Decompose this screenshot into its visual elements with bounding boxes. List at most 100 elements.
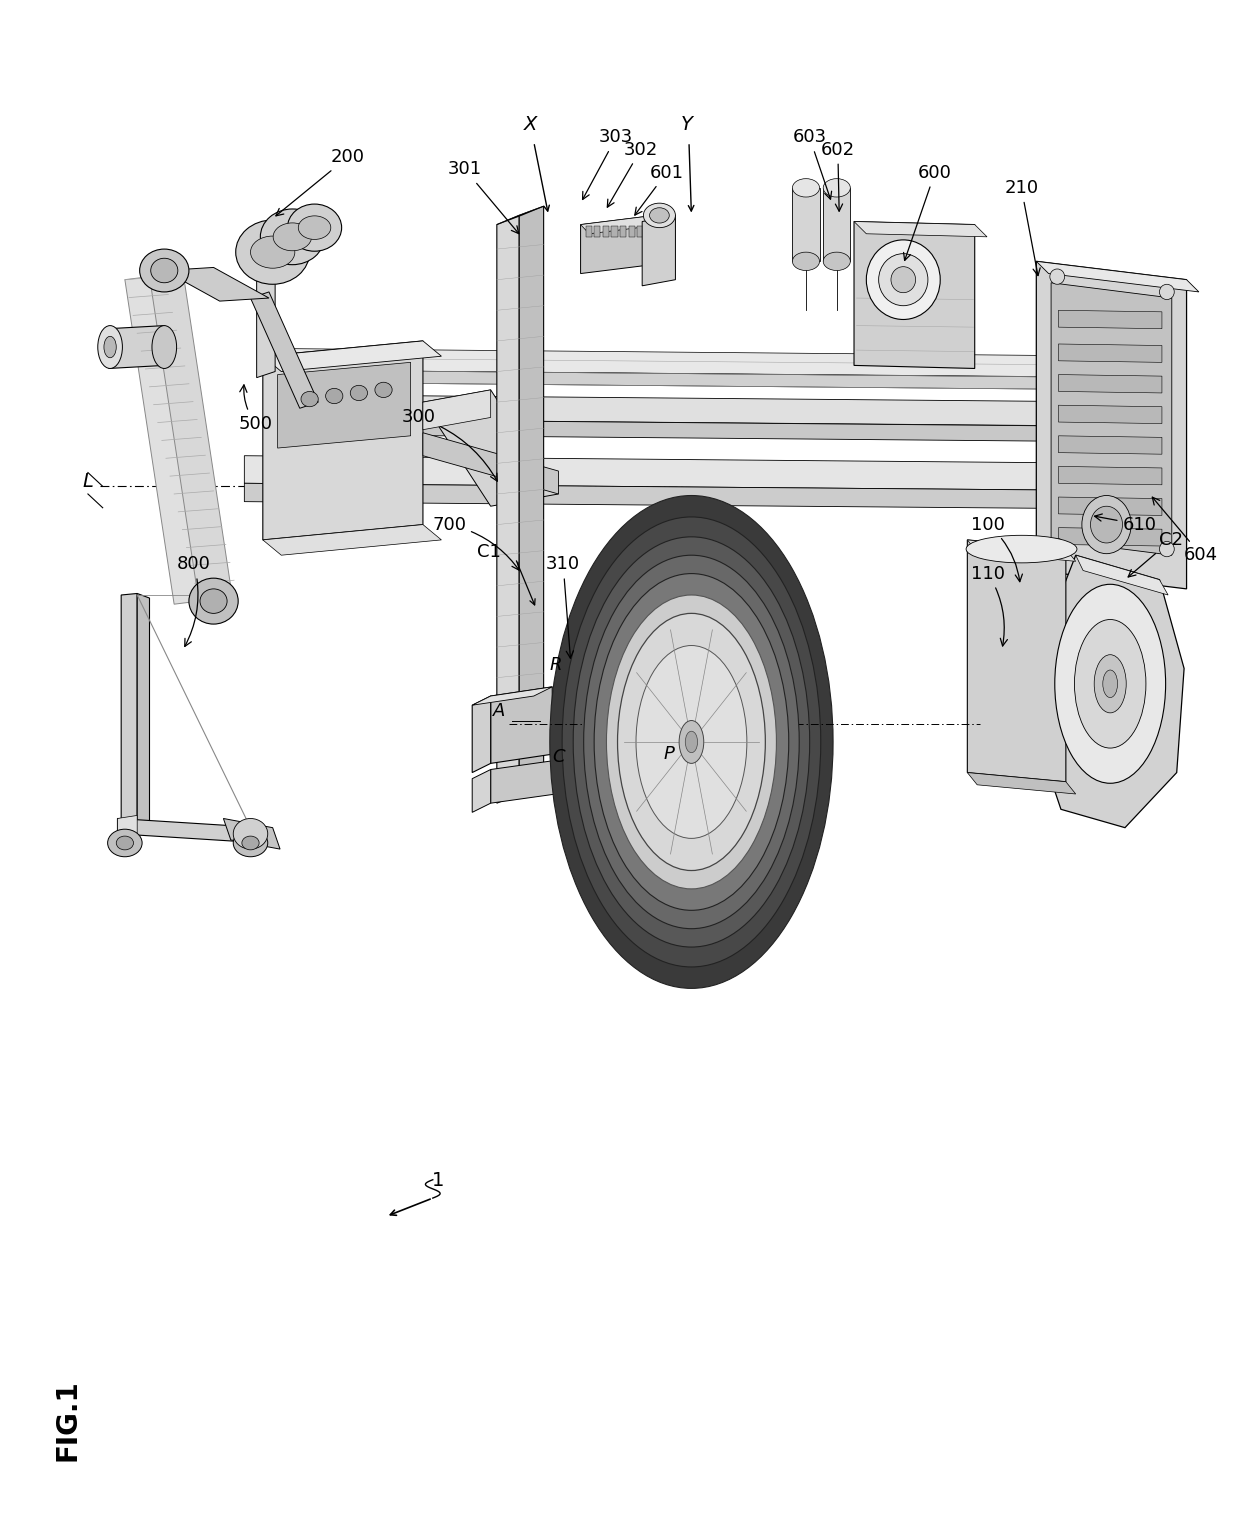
- Polygon shape: [423, 432, 558, 494]
- Polygon shape: [250, 292, 319, 408]
- Ellipse shape: [892, 266, 915, 292]
- Polygon shape: [263, 525, 441, 556]
- Polygon shape: [646, 226, 652, 237]
- Ellipse shape: [618, 614, 765, 871]
- Polygon shape: [278, 362, 410, 448]
- Ellipse shape: [1075, 620, 1146, 748]
- Polygon shape: [118, 819, 263, 843]
- Polygon shape: [1037, 556, 1184, 828]
- Polygon shape: [125, 277, 198, 605]
- Text: 110: 110: [971, 565, 1007, 646]
- Polygon shape: [854, 222, 987, 237]
- Text: 500: 500: [238, 385, 273, 432]
- Polygon shape: [146, 271, 232, 599]
- Text: 603: 603: [792, 128, 832, 199]
- Polygon shape: [122, 594, 138, 830]
- Ellipse shape: [792, 179, 820, 197]
- Ellipse shape: [686, 731, 698, 753]
- Ellipse shape: [879, 254, 928, 306]
- Ellipse shape: [117, 836, 134, 850]
- Polygon shape: [1059, 345, 1162, 362]
- Polygon shape: [520, 206, 543, 794]
- Polygon shape: [580, 215, 655, 274]
- Ellipse shape: [644, 203, 676, 228]
- Text: R: R: [549, 657, 562, 674]
- Ellipse shape: [151, 259, 177, 283]
- Ellipse shape: [1159, 285, 1174, 300]
- Text: L: L: [83, 472, 93, 491]
- Ellipse shape: [140, 249, 188, 292]
- Ellipse shape: [606, 596, 776, 890]
- Polygon shape: [552, 708, 620, 746]
- Ellipse shape: [236, 220, 310, 285]
- Polygon shape: [642, 215, 676, 286]
- Text: 100: 100: [971, 516, 1023, 582]
- Polygon shape: [792, 188, 820, 262]
- Polygon shape: [1037, 262, 1187, 589]
- Ellipse shape: [792, 252, 820, 271]
- Polygon shape: [491, 760, 556, 803]
- Polygon shape: [1059, 497, 1162, 516]
- Polygon shape: [608, 708, 642, 739]
- Ellipse shape: [594, 574, 789, 911]
- Polygon shape: [472, 686, 552, 705]
- Polygon shape: [263, 342, 423, 540]
- Text: 700: 700: [432, 516, 520, 569]
- Ellipse shape: [573, 537, 810, 946]
- Text: 310: 310: [546, 556, 580, 659]
- Ellipse shape: [549, 496, 833, 988]
- Polygon shape: [269, 419, 1137, 442]
- Polygon shape: [491, 686, 552, 763]
- Polygon shape: [1076, 556, 1168, 596]
- Text: 200: 200: [277, 148, 365, 215]
- Ellipse shape: [188, 579, 238, 625]
- Polygon shape: [223, 819, 280, 850]
- Polygon shape: [1059, 436, 1162, 454]
- Text: 1: 1: [432, 1171, 444, 1191]
- Text: C1: C1: [476, 543, 501, 562]
- Ellipse shape: [650, 208, 670, 223]
- Polygon shape: [497, 215, 520, 803]
- Text: A: A: [494, 702, 506, 720]
- Polygon shape: [611, 226, 618, 237]
- Polygon shape: [854, 222, 975, 368]
- Polygon shape: [1059, 528, 1162, 546]
- Polygon shape: [257, 249, 275, 377]
- Text: 600: 600: [904, 163, 952, 260]
- Ellipse shape: [1050, 269, 1065, 285]
- Ellipse shape: [966, 536, 1078, 563]
- Text: P: P: [663, 745, 675, 763]
- Ellipse shape: [680, 720, 704, 763]
- Ellipse shape: [250, 235, 295, 268]
- Polygon shape: [244, 456, 1162, 491]
- Polygon shape: [967, 540, 1076, 562]
- Ellipse shape: [200, 589, 227, 614]
- Polygon shape: [1059, 405, 1162, 423]
- Polygon shape: [281, 369, 1131, 389]
- Polygon shape: [1059, 374, 1162, 392]
- Polygon shape: [594, 226, 600, 237]
- Polygon shape: [603, 226, 609, 237]
- Ellipse shape: [153, 326, 176, 368]
- Ellipse shape: [108, 830, 143, 857]
- Ellipse shape: [867, 240, 940, 320]
- Polygon shape: [967, 540, 1066, 782]
- Text: 210: 210: [1004, 179, 1040, 275]
- Ellipse shape: [1094, 654, 1126, 713]
- Polygon shape: [472, 770, 491, 813]
- Polygon shape: [585, 226, 591, 237]
- Text: 301: 301: [448, 160, 518, 234]
- Ellipse shape: [823, 179, 851, 197]
- Polygon shape: [580, 215, 663, 234]
- Polygon shape: [263, 342, 441, 371]
- Polygon shape: [164, 268, 269, 302]
- Polygon shape: [1052, 283, 1172, 556]
- Ellipse shape: [1159, 542, 1174, 557]
- Polygon shape: [423, 389, 558, 506]
- Polygon shape: [472, 696, 491, 773]
- Polygon shape: [269, 394, 1174, 426]
- Text: C: C: [552, 748, 564, 766]
- Ellipse shape: [1050, 539, 1065, 554]
- Ellipse shape: [233, 830, 268, 857]
- Text: 302: 302: [608, 140, 658, 208]
